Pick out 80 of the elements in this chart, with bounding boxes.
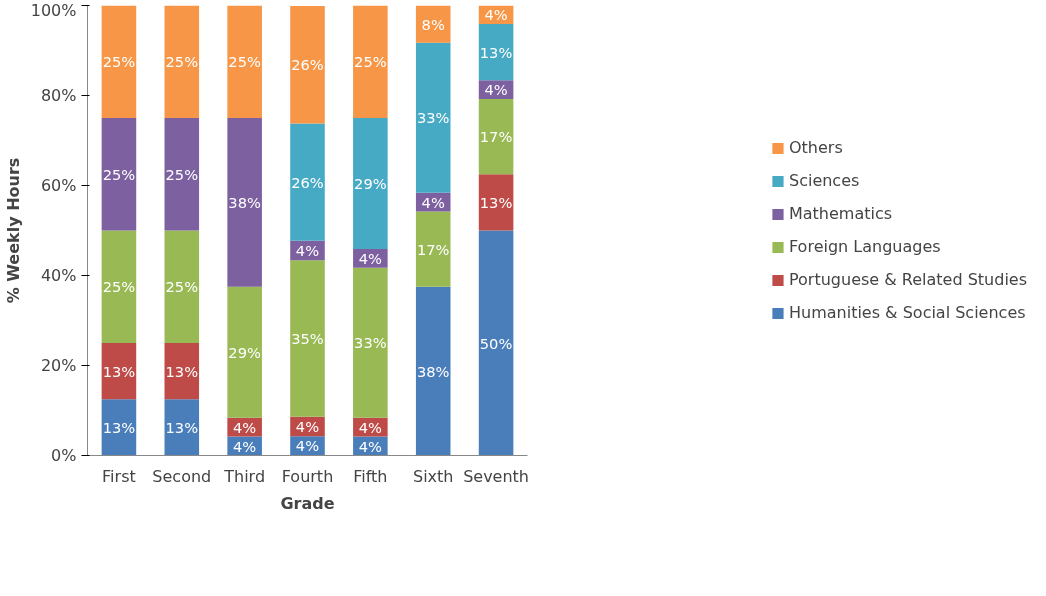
bar (478, 174, 514, 231)
data-label: 50% (479, 334, 513, 352)
data-label: 8% (421, 15, 445, 33)
legend-label: Sciences (788, 171, 860, 190)
bar (478, 230, 514, 456)
bar (353, 5, 388, 118)
data-label: 25% (354, 53, 387, 71)
bar (290, 123, 325, 241)
data-label: 25% (165, 278, 199, 296)
data-label: 26% (291, 173, 324, 191)
data-label: 33% (354, 334, 387, 352)
legend-label: Foreign Languages (788, 237, 941, 256)
data-label: 29% (354, 174, 387, 192)
data-label: 25% (102, 165, 136, 183)
data-label: 26% (291, 56, 324, 74)
data-label: 13% (165, 362, 199, 380)
data-label: 25% (165, 165, 199, 183)
legend-label: Humanities & Social Sciences (788, 303, 1026, 322)
data-label: 4% (484, 6, 508, 24)
bar (290, 5, 325, 124)
data-label: 4% (358, 249, 383, 267)
x-tick-label: Seventh (463, 466, 530, 486)
bar (101, 5, 137, 118)
bar (415, 211, 451, 287)
data-label: 4% (295, 437, 320, 455)
bar (227, 5, 262, 118)
bar (227, 118, 262, 287)
data-label: 13% (479, 43, 513, 61)
data-label: 35% (291, 330, 324, 347)
legend-label: Mathematics (788, 204, 893, 223)
x-tick-label: Second (152, 466, 212, 486)
bar (353, 118, 388, 249)
data-label: 13% (165, 418, 199, 436)
data-label: 4% (421, 193, 445, 211)
data-label: 4% (295, 417, 320, 435)
data-label: 4% (484, 81, 508, 99)
data-label: 13% (102, 418, 136, 436)
data-label: 13% (102, 362, 136, 380)
bar (478, 99, 514, 175)
x-tick-label: Third (223, 466, 266, 486)
legend-label: Portuguese & Related Studies (788, 270, 1028, 289)
bar (164, 5, 200, 118)
y-tick-label: 40% (40, 266, 77, 285)
data-label: 17% (416, 240, 450, 258)
y-tick-label: 20% (40, 356, 77, 375)
y-tick-label: 80% (40, 86, 77, 105)
data-label: 25% (102, 278, 136, 296)
x-axis-title: Grade (280, 493, 335, 513)
bar (415, 42, 451, 193)
x-tick-label: Fourth (281, 466, 334, 486)
data-label: 17% (479, 128, 513, 146)
data-label: 25% (228, 53, 261, 71)
x-tick-label: First (102, 466, 136, 486)
bar (101, 230, 137, 343)
x-tick-label: Sixth (412, 466, 454, 486)
data-label: 38% (416, 362, 450, 380)
x-tick-label: Fifth (353, 466, 388, 486)
bar (353, 267, 388, 418)
bar (164, 118, 200, 231)
data-label: 4% (295, 242, 320, 260)
y-tick-label: 100% (30, 0, 77, 20)
y-tick-label: 0% (51, 446, 77, 465)
bar (227, 286, 262, 418)
data-label: 4% (233, 418, 257, 436)
y-axis-title: % Weekly Hours (3, 157, 23, 304)
legend-label: Others (788, 138, 843, 157)
bar (290, 260, 325, 417)
bar (101, 118, 137, 231)
data-label: 25% (165, 53, 199, 71)
data-label: 33% (416, 109, 450, 127)
data-label: 4% (358, 437, 383, 455)
data-label: 38% (228, 193, 261, 211)
data-label: 29% (228, 343, 261, 361)
data-label: 4% (358, 418, 383, 436)
data-label: 13% (479, 193, 513, 211)
bar (415, 286, 451, 456)
data-label: 4% (233, 437, 257, 455)
data-label: 25% (102, 53, 136, 71)
bar (164, 230, 200, 343)
y-tick-label: 60% (40, 176, 77, 195)
